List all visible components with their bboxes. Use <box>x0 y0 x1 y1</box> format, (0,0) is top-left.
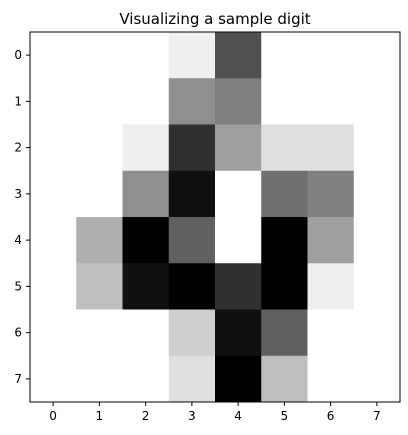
heatmap-cell-7-6 <box>307 355 355 403</box>
heatmap-cell-2-4 <box>215 124 262 172</box>
y-tick-label: 3 <box>14 187 22 201</box>
x-tick-label: 1 <box>96 409 104 423</box>
x-tick-label: 0 <box>49 409 57 423</box>
plot-frame <box>29 31 401 403</box>
heatmap-cell-4-6 <box>307 217 355 264</box>
y-tick-label: 0 <box>14 48 22 62</box>
heatmap-cell-2-0 <box>30 124 77 172</box>
heatmap-cell-0-6 <box>307 32 355 79</box>
heatmap-cell-5-3 <box>168 263 216 310</box>
heatmap-cell-5-7 <box>353 263 401 310</box>
heatmap-cell-3-2 <box>122 170 170 218</box>
heatmap-cell-1-7 <box>353 78 401 125</box>
heatmap-cell-4-1 <box>76 217 123 264</box>
x-tick-label: 2 <box>142 409 150 423</box>
heatmap-cell-4-0 <box>30 217 77 264</box>
y-axis: 0 1 2 3 4 5 6 7 <box>14 48 30 386</box>
heatmap-cell-7-4 <box>215 355 262 403</box>
heatmap-cell-6-0 <box>30 309 77 357</box>
heatmap-cell-6-2 <box>122 309 170 357</box>
x-tick-label: 3 <box>188 409 196 423</box>
heatmap-cell-5-6 <box>307 263 355 310</box>
heatmap-cell-5-2 <box>122 263 170 310</box>
heatmap-cell-7-5 <box>261 355 308 403</box>
heatmap-cell-6-6 <box>307 309 355 357</box>
heatmap-cell-3-1 <box>76 170 123 218</box>
x-tick-label: 7 <box>373 409 381 423</box>
heatmap-cell-1-5 <box>261 78 308 125</box>
heatmap-cell-2-1 <box>76 124 123 172</box>
heatmap-cell-3-6 <box>307 170 355 218</box>
x-tick-label: 6 <box>327 409 335 423</box>
heatmap-cell-6-3 <box>168 309 216 357</box>
x-tick-label: 4 <box>234 409 242 423</box>
heatmap-cell-4-7 <box>353 217 401 264</box>
heatmap-cell-0-1 <box>76 32 123 79</box>
heatmap-cell-3-7 <box>353 170 401 218</box>
heatmap-cell-5-4 <box>215 263 262 310</box>
heatmap-cell-4-5 <box>261 217 308 264</box>
heatmap-cell-5-0 <box>30 263 77 310</box>
heatmap-cell-1-4 <box>215 78 262 125</box>
heatmap-cell-7-3 <box>168 355 216 403</box>
heatmap-cell-2-5 <box>261 124 308 172</box>
heatmap-cell-0-5 <box>261 32 308 79</box>
heatmap-cell-1-0 <box>30 78 77 125</box>
chart-title: Visualizing a sample digit <box>119 10 310 28</box>
heatmap-cell-0-0 <box>30 32 77 79</box>
heatmap-cell-2-7 <box>353 124 401 172</box>
heatmap-cell-7-0 <box>30 355 77 403</box>
heatmap-cell-2-3 <box>168 124 216 172</box>
heatmap-cell-3-3 <box>168 170 216 218</box>
y-tick-label: 6 <box>14 326 22 340</box>
heatmap-cell-6-5 <box>261 309 308 357</box>
heatmap-cell-3-5 <box>261 170 308 218</box>
heatmap-cell-6-1 <box>76 309 123 357</box>
heatmap-cell-0-7 <box>353 32 401 79</box>
y-tick-label: 4 <box>14 233 22 247</box>
heatmap-cell-3-0 <box>30 170 77 218</box>
heatmap-cell-5-1 <box>76 263 123 310</box>
heatmap-cell-0-3 <box>168 32 216 79</box>
y-tick-label: 7 <box>14 372 22 386</box>
heatmap-cell-4-2 <box>122 217 170 264</box>
heatmap-cell-1-3 <box>168 78 216 125</box>
heatmap-cell-7-1 <box>76 355 123 403</box>
heatmap-cell-6-7 <box>353 309 401 357</box>
heatmap-cell-6-4 <box>215 309 262 357</box>
x-axis: 0 1 2 3 4 5 6 7 <box>49 402 381 423</box>
y-tick-label: 1 <box>14 94 22 108</box>
heatmap-cell-3-4 <box>215 170 262 218</box>
heatmap-cells <box>30 32 401 403</box>
heatmap-cell-0-4 <box>215 32 262 79</box>
heatmap-cell-1-2 <box>122 78 170 125</box>
heatmap-cell-1-1 <box>76 78 123 125</box>
heatmap-cell-4-3 <box>168 217 216 264</box>
heatmap-cell-2-2 <box>122 124 170 172</box>
heatmap-cell-4-4 <box>215 217 262 264</box>
heatmap-cell-7-7 <box>353 355 401 403</box>
heatmap-cell-5-5 <box>261 263 308 310</box>
y-tick-label: 5 <box>14 279 22 293</box>
heatmap-cell-1-6 <box>307 78 355 125</box>
x-tick-label: 5 <box>281 409 289 423</box>
heatmap-cell-2-6 <box>307 124 355 172</box>
heatmap-cell-7-2 <box>122 355 170 403</box>
y-tick-label: 2 <box>14 141 22 155</box>
heatmap-cell-0-2 <box>122 32 170 79</box>
